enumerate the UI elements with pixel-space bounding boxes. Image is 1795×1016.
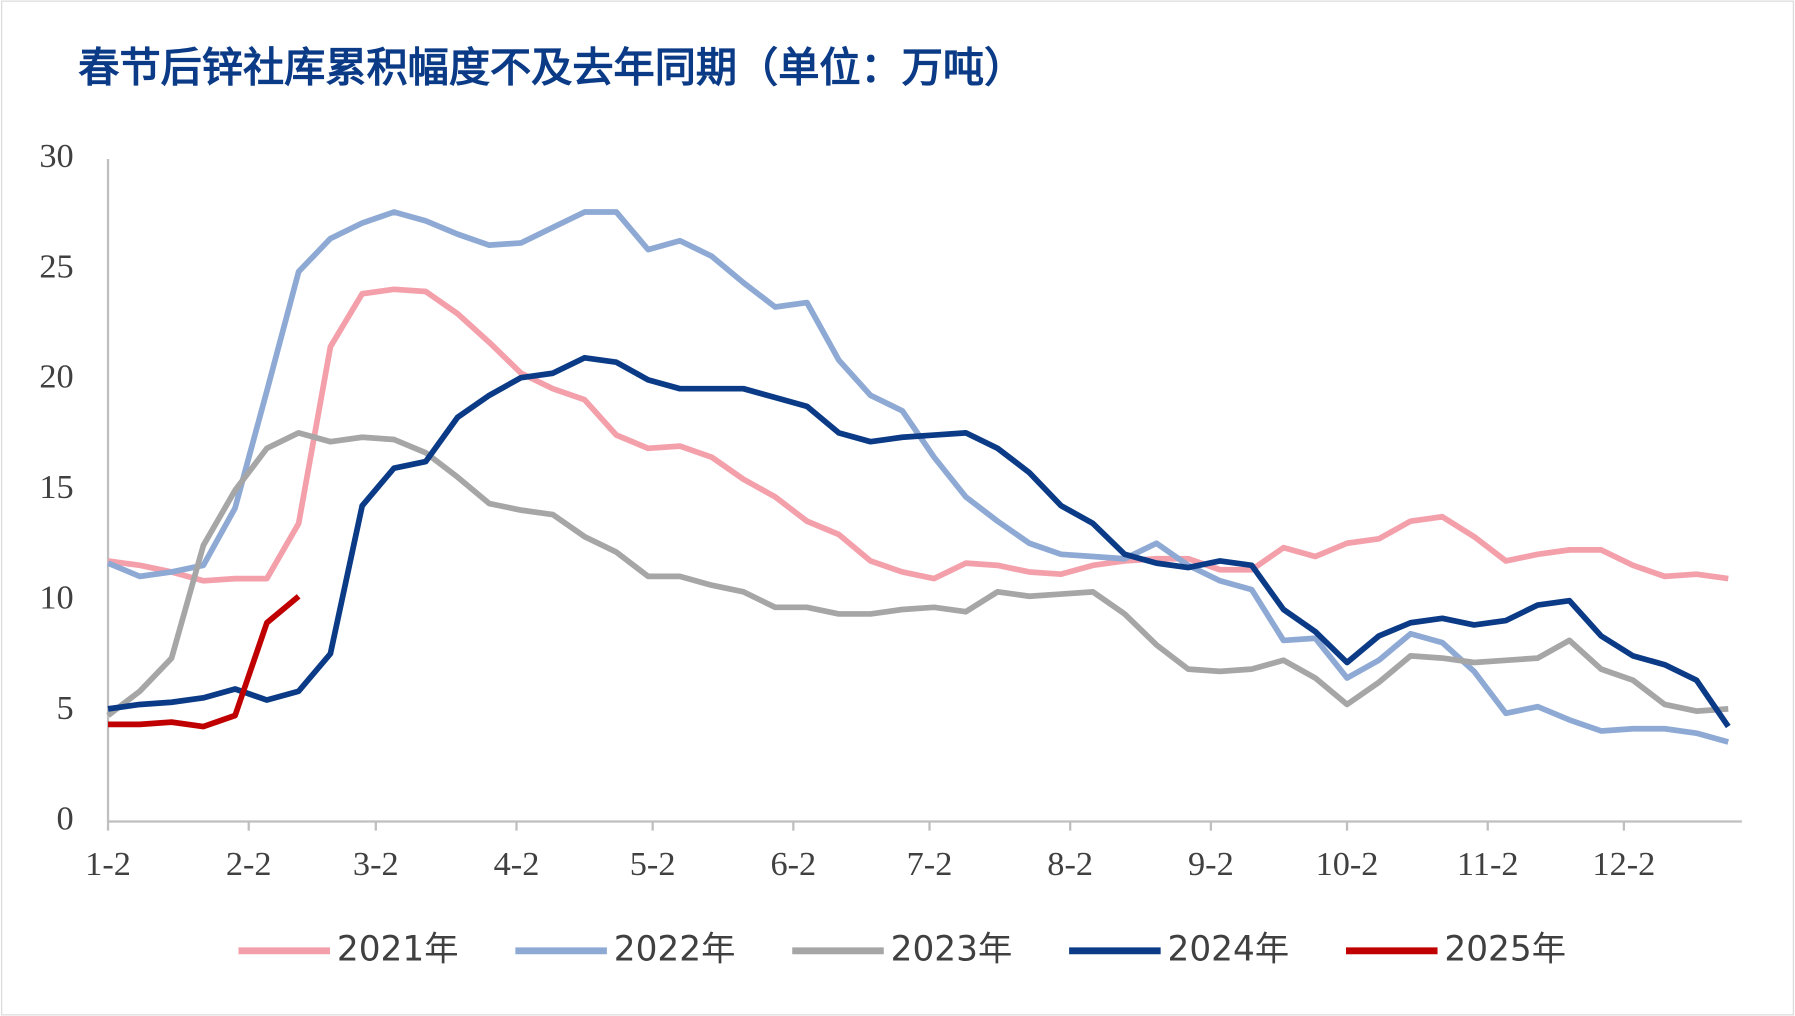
x-tick-label: 10-2 (1316, 845, 1379, 883)
y-tick-label: 20 (39, 358, 73, 396)
series-line (106, 429, 1729, 718)
legend-label: 2025年 (1444, 929, 1566, 969)
y-tick-label: 10 (39, 579, 73, 617)
y-tick-label: 15 (39, 468, 73, 506)
x-tick-label: 6-2 (770, 845, 816, 883)
series-line (107, 286, 1729, 584)
x-tick-label: 3-2 (353, 845, 399, 883)
x-tick-label: 8-2 (1047, 845, 1093, 883)
chart-title: 春节后锌社库累积幅度不及去年同期（单位：万吨） (78, 42, 1025, 91)
y-tick-label: 25 (39, 247, 73, 285)
x-tick-label: 5-2 (630, 845, 676, 883)
series-line (108, 594, 301, 730)
legend-label: 2021年 (337, 929, 459, 969)
y-tick-label: 5 (57, 689, 74, 727)
y-tick-label: 30 (39, 137, 73, 175)
y-tick-label: 0 (57, 799, 74, 837)
legend-label: 2024年 (1168, 929, 1290, 969)
legend-label: 2022年 (614, 929, 736, 969)
x-tick-label: 7-2 (907, 845, 953, 883)
legend-label: 2023年 (891, 929, 1013, 969)
x-tick-label: 12-2 (1592, 845, 1655, 883)
x-tick-label: 1-2 (85, 845, 131, 883)
x-tick-label: 4-2 (494, 845, 540, 883)
x-tick-label: 2-2 (226, 845, 272, 883)
x-tick-label: 9-2 (1188, 845, 1234, 883)
series-line (107, 354, 1731, 729)
x-tick-label: 11-2 (1457, 845, 1519, 883)
